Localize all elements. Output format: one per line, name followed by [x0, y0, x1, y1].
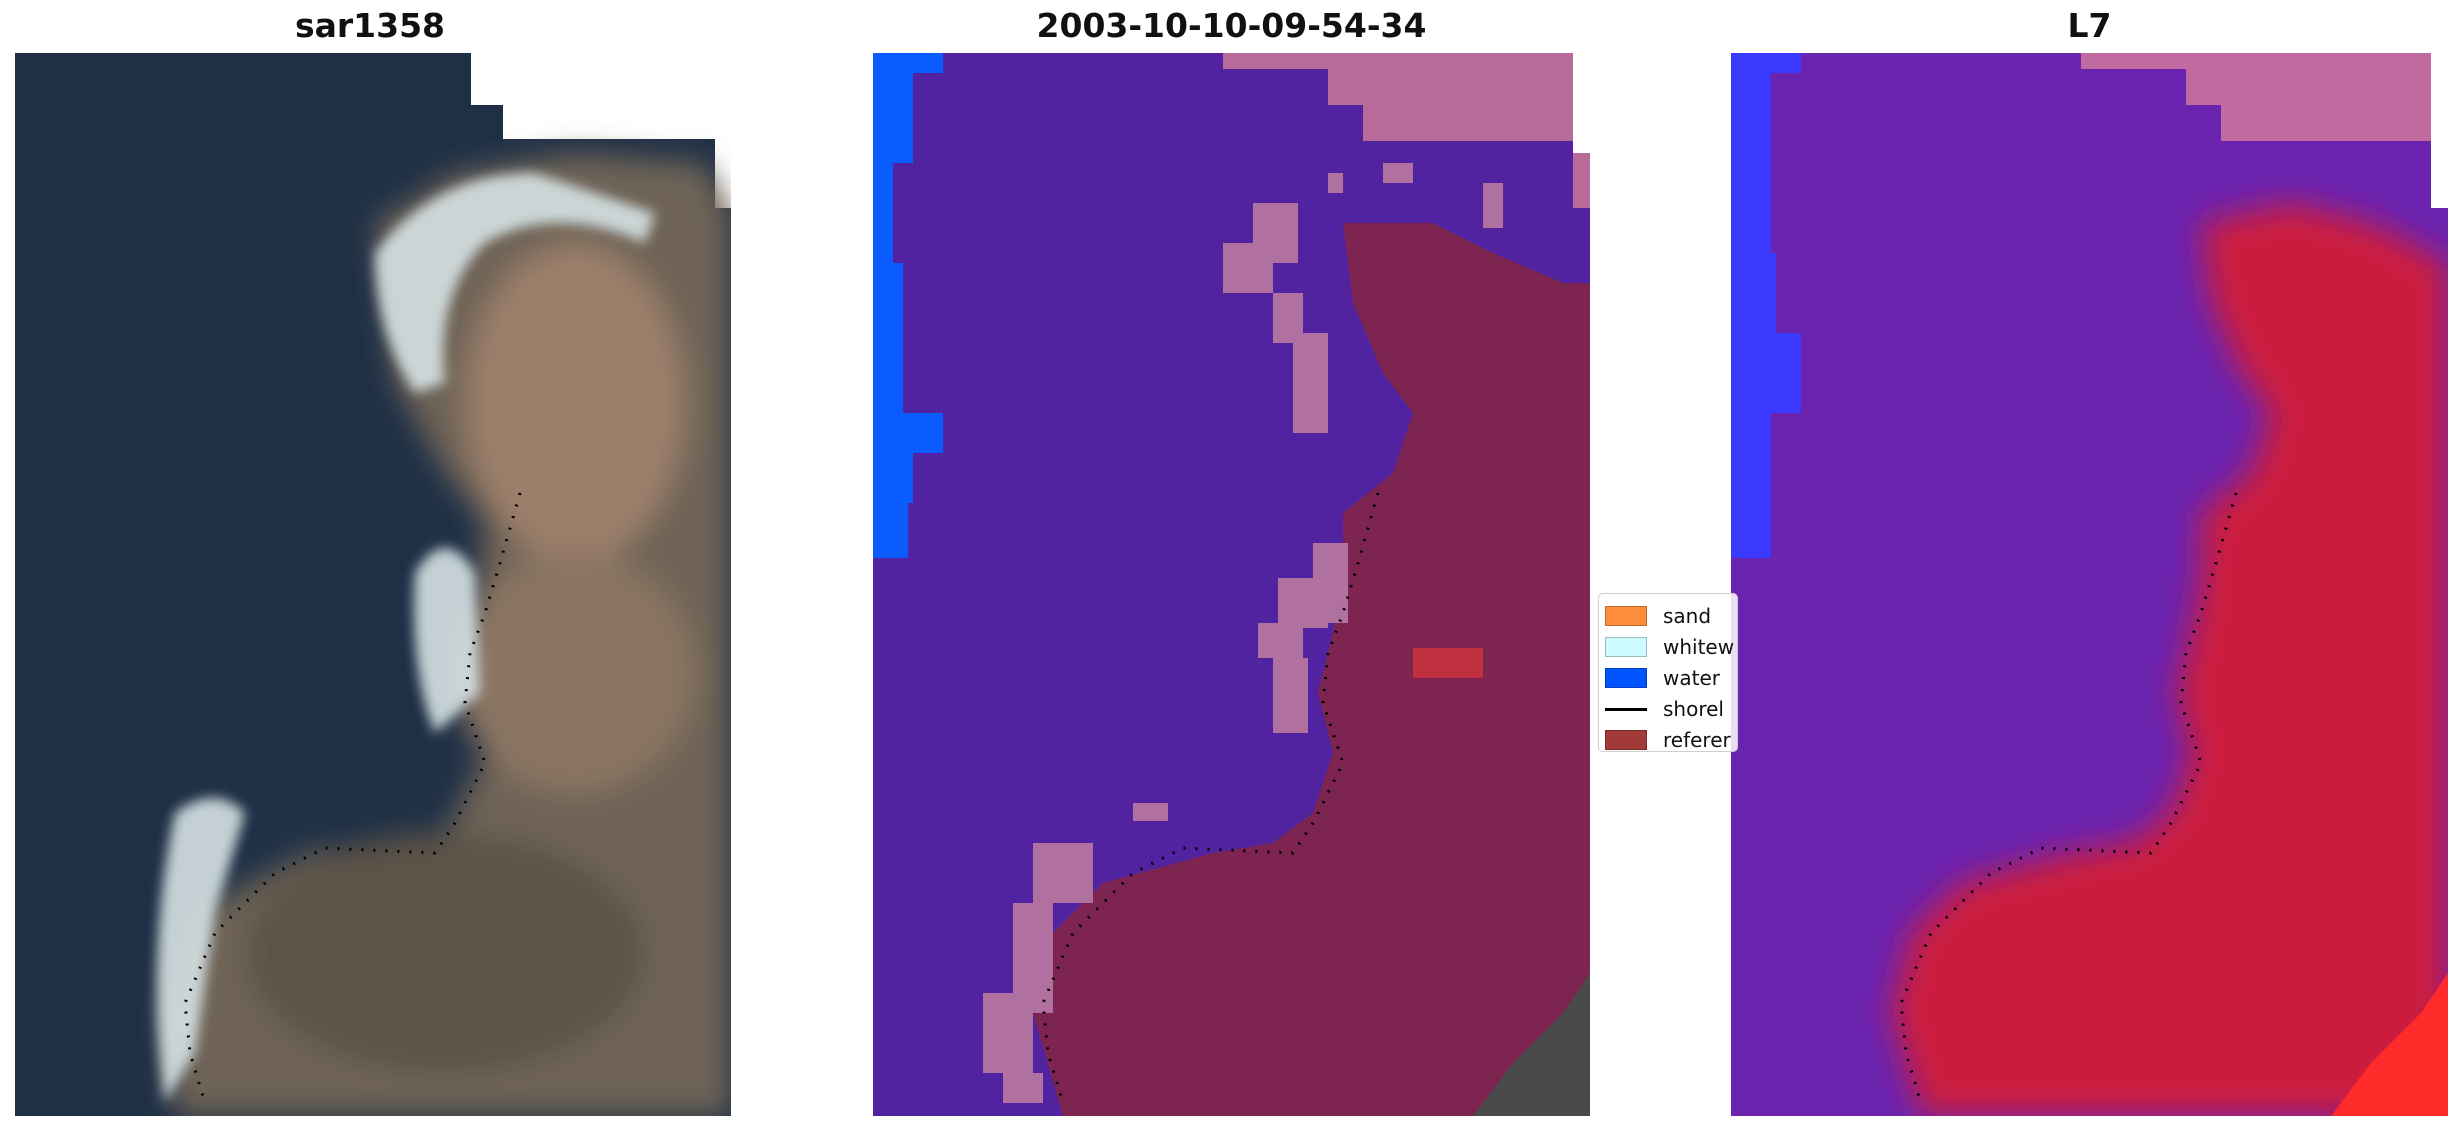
- legend-label-water: water: [1663, 666, 1720, 690]
- whitewater-upper: [375, 173, 655, 393]
- legend-swatch-shoreline: [1605, 708, 1647, 711]
- legend: sand whitew water shorel referer: [1598, 593, 1738, 752]
- panel-title-rgb: sar1358: [294, 6, 446, 45]
- pink-top-area: [2081, 53, 2431, 141]
- sand-class-patch: [1293, 333, 1328, 433]
- legend-swatch-water: [1605, 668, 1647, 688]
- land-red-area: [1891, 203, 2448, 1116]
- sand-class-patch: [1133, 803, 1168, 821]
- rgb-image-panel: [15, 53, 731, 1116]
- legend-label-sand: sand: [1663, 604, 1712, 628]
- shoreline-trace: [1899, 492, 2238, 1104]
- red-pixel-patch: [1413, 648, 1483, 678]
- shoreline-trace: [183, 492, 522, 1104]
- sand-class-patch: [1223, 243, 1273, 293]
- sand-class-patch: [1278, 578, 1328, 628]
- sand-class-patch: [1003, 1073, 1043, 1103]
- legend-item-whitewater: whitew: [1605, 632, 1734, 662]
- classified-image: [873, 53, 1590, 1116]
- shoreline-trace: [1041, 492, 1380, 1104]
- nodata-area: [363, 53, 731, 208]
- blue-water-strip: [1731, 53, 1801, 558]
- legend-label-shoreline: shorel: [1663, 697, 1724, 721]
- sand-class-top: [1223, 53, 1590, 208]
- blue-water-class: [873, 53, 943, 558]
- sand-class-patch: [1273, 658, 1308, 733]
- whitewater-lower: [157, 798, 245, 1103]
- legend-swatch-whitewater: [1605, 637, 1647, 657]
- legend-label-whitewater: whitew: [1663, 635, 1735, 659]
- legend-label-reference: referer: [1663, 728, 1731, 752]
- legend-item-shoreline: shorel: [1605, 694, 1724, 724]
- classified-image-panel: [873, 53, 1590, 1116]
- l7-image: [1731, 53, 2448, 1116]
- legend-item-reference: referer: [1605, 725, 1731, 752]
- sand-class-patch: [1258, 623, 1303, 658]
- dark-corner-area: [1473, 973, 1590, 1116]
- l7-image-panel: [1731, 53, 2448, 1116]
- sand-class-patch: [1483, 183, 1503, 228]
- reference-land-area: [1033, 223, 1590, 1116]
- sand-class-patch: [1328, 173, 1343, 193]
- legend-item-water: water: [1605, 663, 1720, 693]
- whitewater-middle: [414, 548, 480, 733]
- legend-item-sand: sand: [1605, 601, 1711, 631]
- bright-red-corner: [2331, 973, 2448, 1116]
- legend-swatch-sand: [1605, 606, 1647, 626]
- panel-title-l7: L7: [2067, 6, 2112, 45]
- sand-class-patch: [1033, 843, 1093, 903]
- legend-swatch-reference: [1605, 730, 1647, 750]
- sand-class-patch: [1383, 163, 1413, 183]
- rgb-image: [15, 53, 731, 1116]
- panel-title-classified: 2003-10-10-09-54-34: [1036, 6, 1427, 45]
- sand-class-patch: [983, 993, 1033, 1073]
